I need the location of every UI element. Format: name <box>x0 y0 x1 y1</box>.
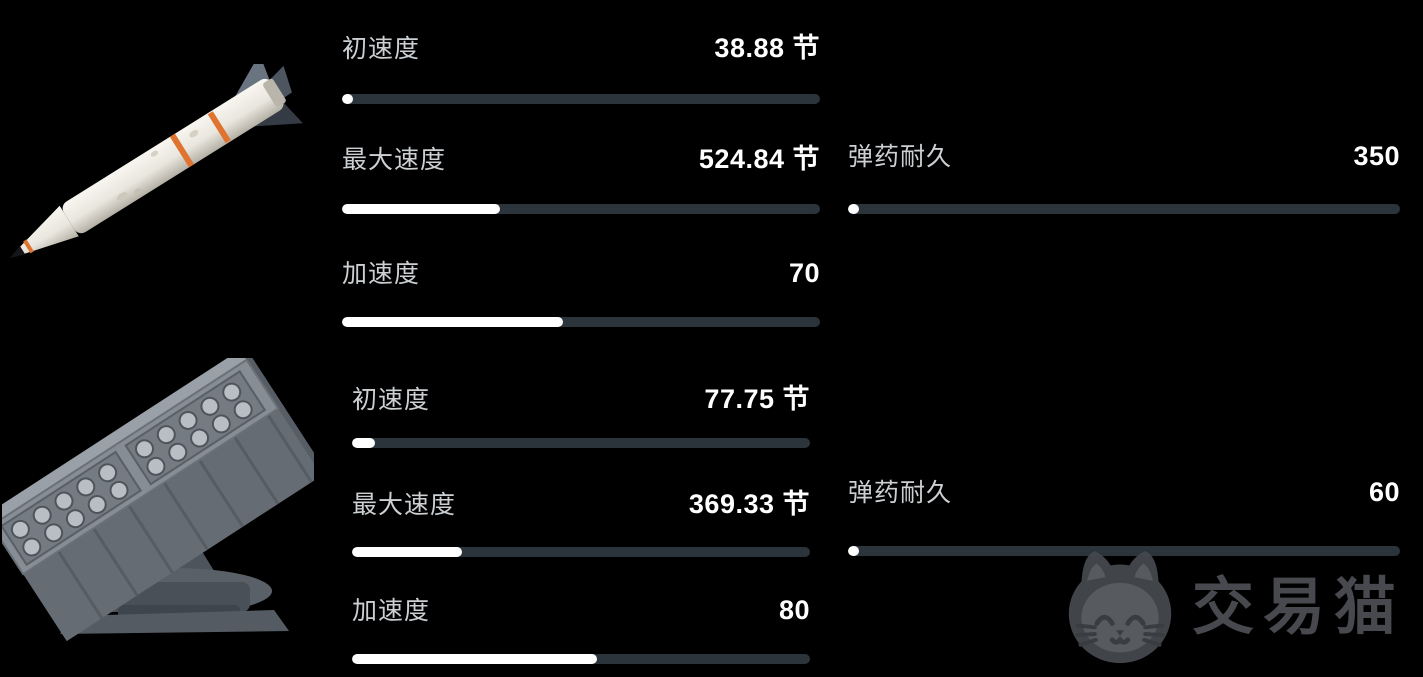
stat-progress-bar <box>342 94 820 104</box>
stat-value: 369.33 节 <box>688 489 810 519</box>
stat-progress-fill <box>342 317 563 327</box>
missile-3d-image[interactable] <box>2 64 314 266</box>
stat-progress-bar <box>342 204 820 214</box>
stat-progress-fill <box>848 546 859 556</box>
stat-value: 524.84 节 <box>698 144 820 174</box>
stat-label: 弹药耐久 <box>848 143 953 171</box>
stat-progress-fill <box>352 438 375 448</box>
stat-row-acceleration: 加速度 80 <box>352 592 810 664</box>
stat-label: 初速度 <box>352 386 431 414</box>
stat-value: 60 <box>1368 477 1400 507</box>
stat-value: 80 <box>778 595 810 625</box>
stat-row-initial-speed: 初速度 77.75 节 <box>352 381 810 448</box>
stat-row-initial-speed: 初速度 38.88 节 <box>342 30 820 104</box>
stat-progress-fill <box>342 94 353 104</box>
stat-label: 弹药耐久 <box>848 479 953 507</box>
stat-value: 350 <box>1353 141 1400 171</box>
stat-row-ammo-durability: 弹药耐久 60 <box>848 474 1400 556</box>
stat-progress-fill <box>848 204 859 214</box>
stat-label: 最大速度 <box>352 491 457 519</box>
stat-progress-fill <box>352 547 462 557</box>
stat-progress-bar <box>848 546 1400 556</box>
stat-value: 77.75 节 <box>704 384 810 414</box>
stat-label: 加速度 <box>342 260 421 288</box>
stat-value: 38.88 节 <box>714 33 820 63</box>
stat-progress-bar <box>342 317 820 327</box>
stat-progress-bar <box>352 438 810 448</box>
stat-progress-fill <box>352 654 598 664</box>
stat-value: 70 <box>788 258 820 288</box>
stat-progress-fill <box>342 204 500 214</box>
stat-label: 初速度 <box>342 35 421 63</box>
stat-row-ammo-durability: 弹药耐久 350 <box>848 138 1400 214</box>
watermark-text: 交易猫 <box>1192 573 1406 642</box>
stat-label: 最大速度 <box>342 146 447 174</box>
stat-progress-bar <box>848 204 1400 214</box>
stat-row-max-speed: 最大速度 524.84 节 <box>342 141 820 214</box>
stat-row-max-speed: 最大速度 369.33 节 <box>352 486 810 557</box>
watermark: 交易猫 <box>1062 548 1405 668</box>
rocket-launcher-3d-image[interactable] <box>2 358 314 645</box>
stat-row-acceleration: 加速度 70 <box>342 255 820 327</box>
cat-mascot-logo-icon <box>1068 550 1172 664</box>
stat-label: 加速度 <box>352 597 431 625</box>
stat-progress-bar <box>352 547 810 557</box>
stat-progress-bar <box>352 654 810 664</box>
